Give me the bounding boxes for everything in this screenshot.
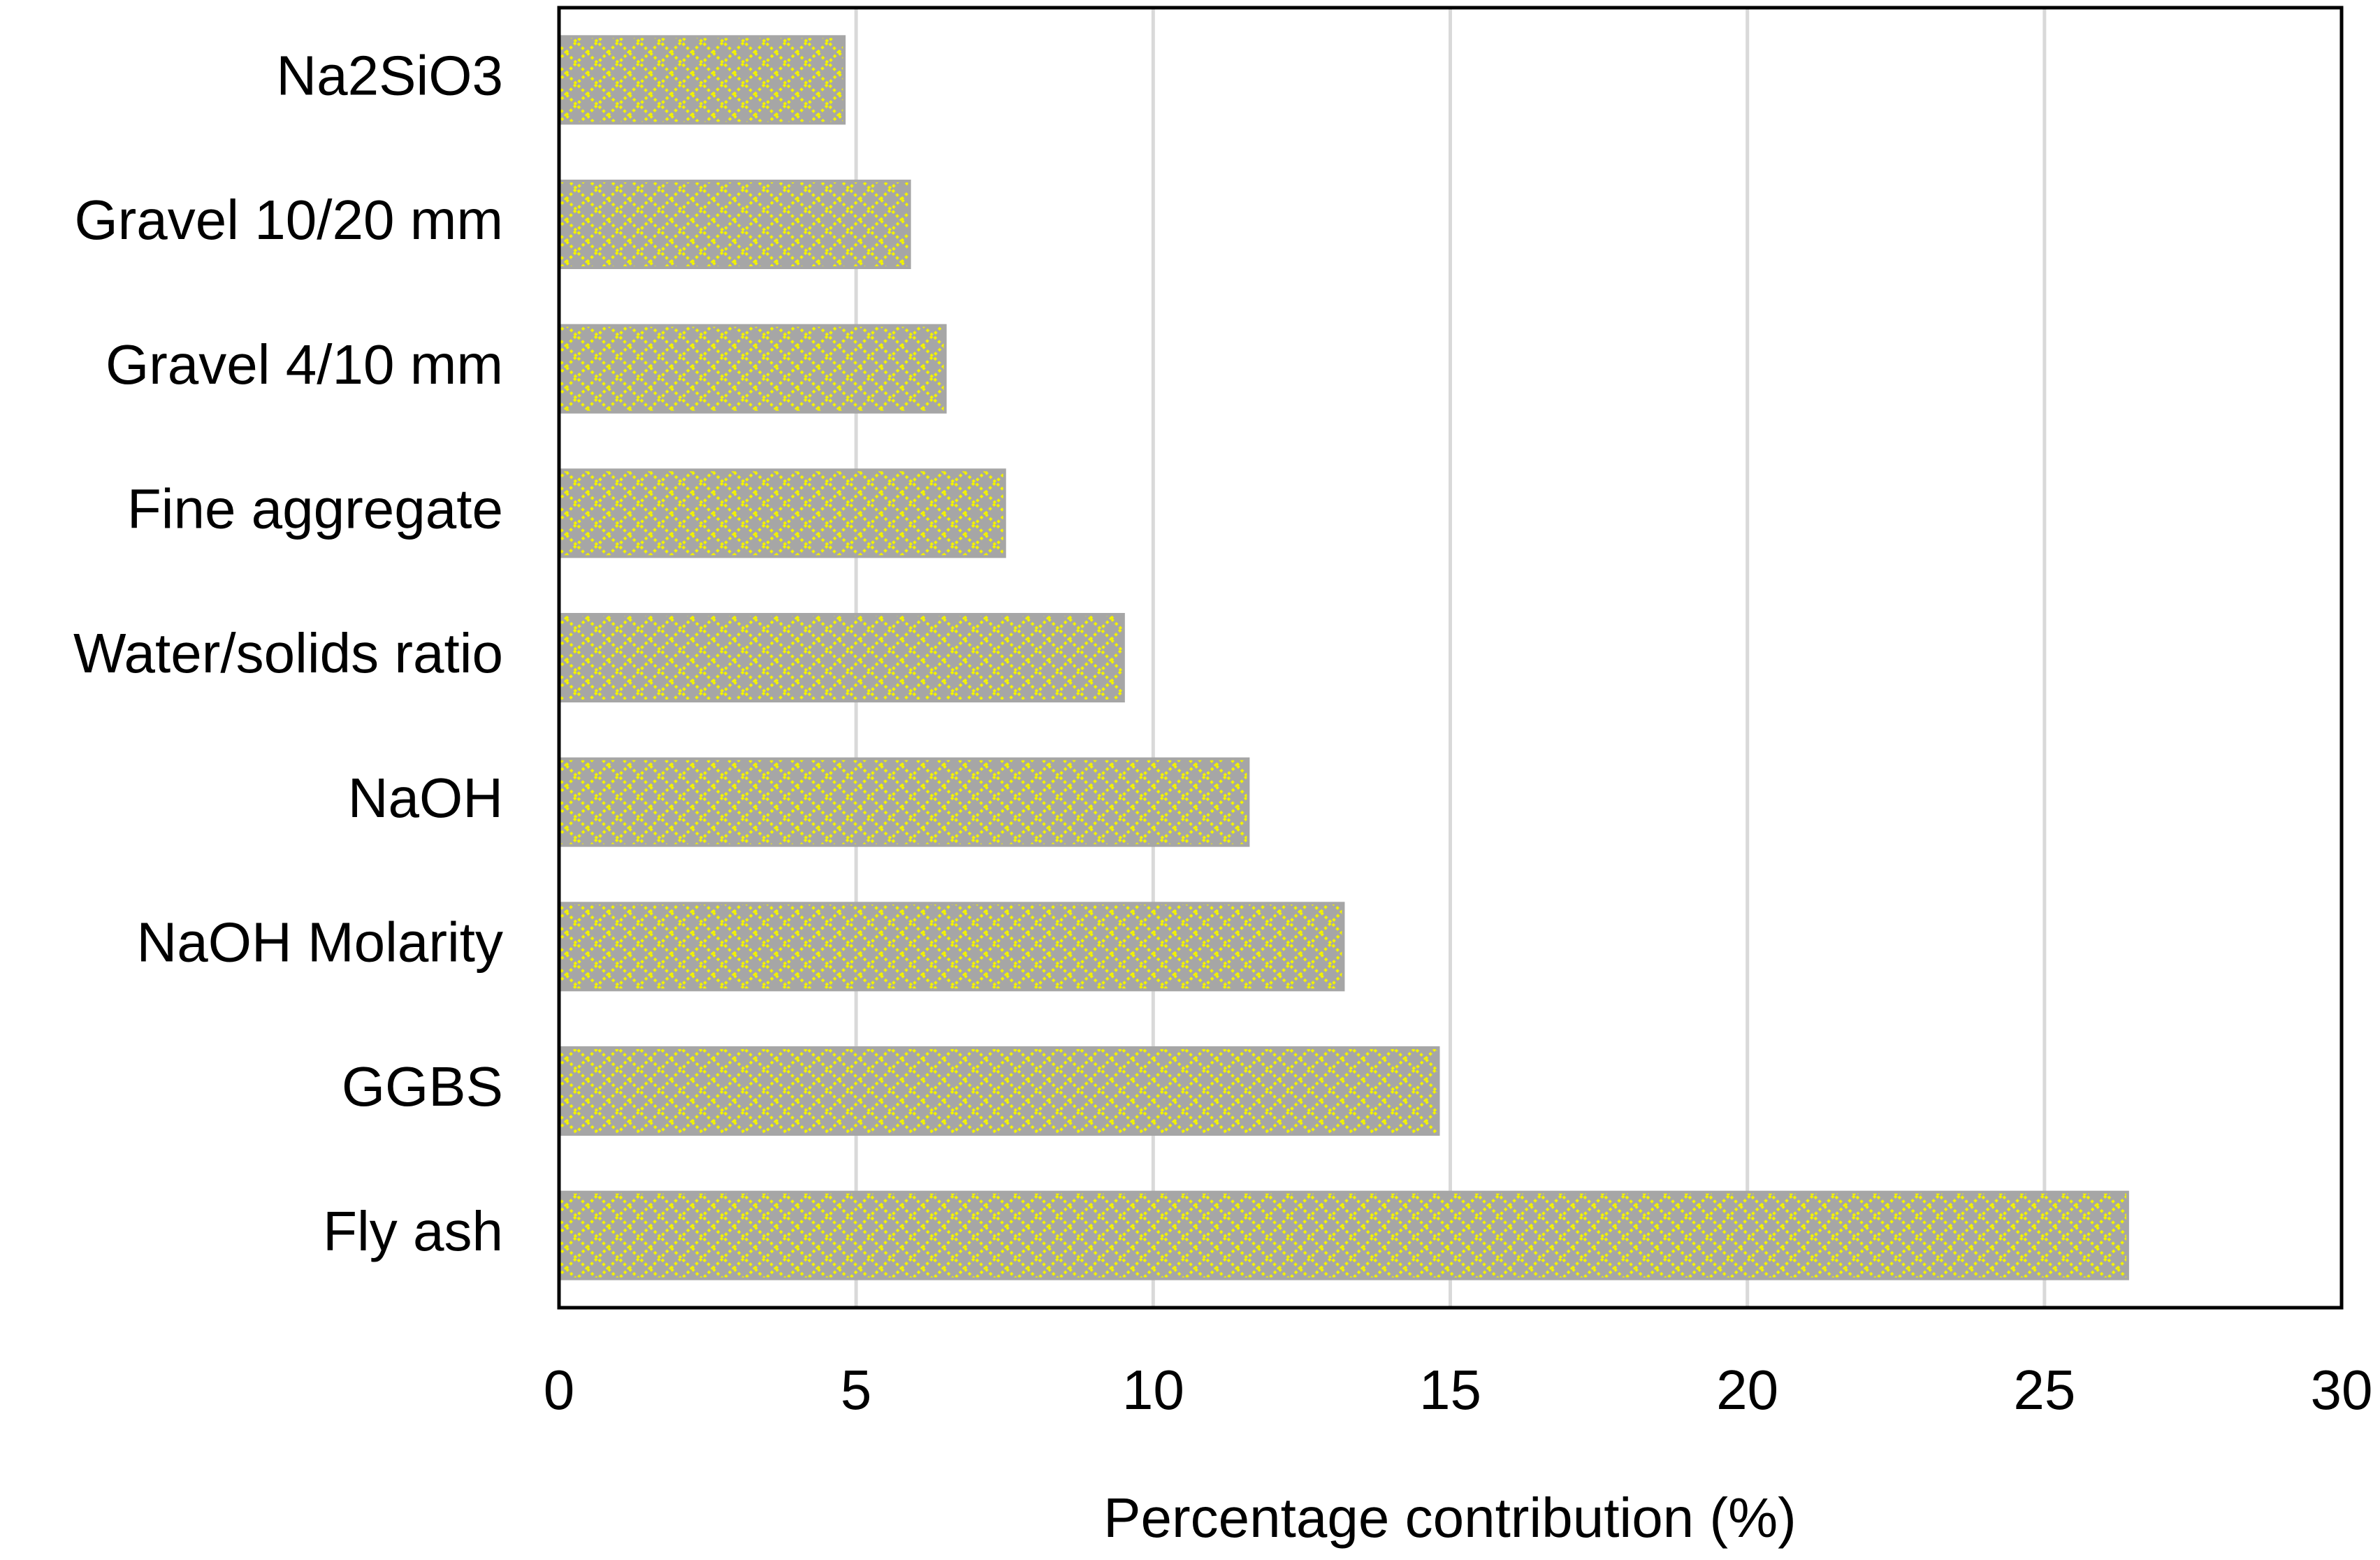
x-tick-label: 0 <box>544 1359 575 1421</box>
bar <box>558 1046 1440 1136</box>
bar <box>558 613 1125 702</box>
x-tick-label: 10 <box>1122 1359 1184 1421</box>
bar <box>558 35 846 125</box>
x-tick-label: 30 <box>2311 1359 2373 1421</box>
bar <box>558 324 947 414</box>
bar <box>558 468 1006 558</box>
x-tick-label: 20 <box>1716 1359 1778 1421</box>
bar <box>558 1190 2129 1280</box>
plot-frame <box>557 6 2344 1310</box>
y-tick-label: Gravel 4/10 mm <box>106 333 503 396</box>
y-tick-label: Gravel 10/20 mm <box>74 189 503 251</box>
y-tick-label: Fine aggregate <box>127 477 503 540</box>
bar <box>558 902 1345 992</box>
x-axis-title: Percentage contribution (%) <box>1103 1487 1797 1549</box>
y-tick-label: GGBS <box>342 1055 503 1118</box>
bar <box>558 757 1250 847</box>
x-tick-label: 25 <box>2013 1359 2075 1421</box>
bar <box>558 180 911 269</box>
x-tick-label: 15 <box>1419 1359 1481 1421</box>
x-tick-label: 5 <box>841 1359 872 1421</box>
bars <box>558 35 2129 1280</box>
y-tick-label: Water/solids ratio <box>73 622 503 684</box>
y-tick-label: Na2SiO3 <box>276 44 503 106</box>
y-tick-label: NaOH <box>348 767 503 829</box>
y-tick-label: Fly ash <box>323 1200 503 1262</box>
y-tick-label: NaOH Molarity <box>136 911 503 973</box>
